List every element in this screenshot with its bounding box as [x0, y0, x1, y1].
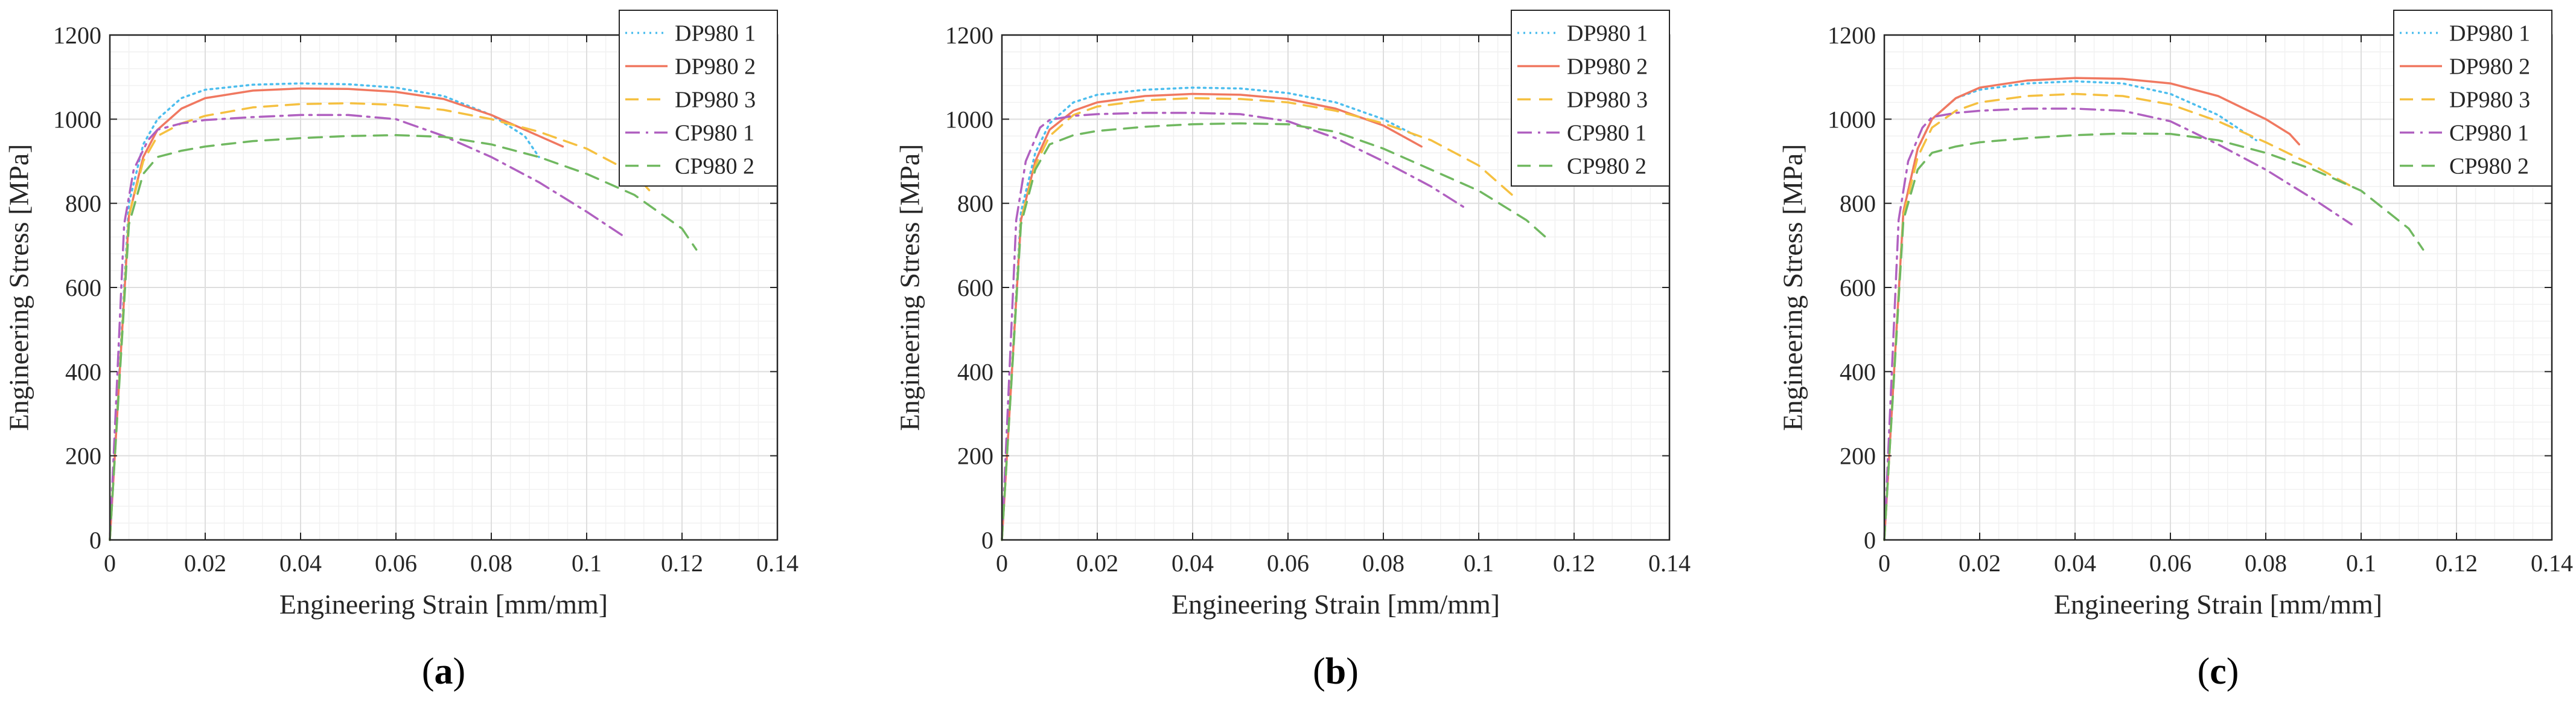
x-tick-label: 0.12: [1553, 550, 1595, 577]
y-tick-label: 0: [89, 527, 101, 554]
legend-entry: CP980 2: [2449, 154, 2529, 179]
series-line-dp980-1: [1001, 86, 1418, 541]
series-line-dp980-2: [1001, 92, 1423, 541]
y-tick-label: 1000: [1828, 106, 1876, 133]
panel-caption: (b): [1313, 651, 1359, 692]
series-line-cp980-1: [1001, 112, 1466, 541]
legend-entry: CP980 1: [675, 121, 754, 146]
legend: DP980 1 DP980 2 DP980 3 CP980 1 CP980 2: [1511, 10, 1670, 187]
legend-box: [2393, 10, 2552, 187]
x-tick-label: 0.06: [375, 550, 417, 577]
y-axis-label: Engineering Stress [MPa]: [1777, 144, 1808, 431]
y-tick-label: 400: [65, 358, 101, 385]
legend-entry: DP980 3: [675, 88, 756, 113]
x-tick-label: 0: [996, 550, 1008, 577]
legend: DP980 1 DP980 2 DP980 3 CP980 1 CP980 2: [619, 10, 778, 187]
legend-entry: DP980 2: [1567, 54, 1648, 80]
series-line-cp980-2: [1001, 122, 1547, 541]
x-tick-label: 0.1: [1464, 550, 1494, 577]
y-tick-label: 1200: [1828, 22, 1876, 49]
y-tick-label: 0: [1864, 527, 1876, 554]
y-axis-label: Engineering Stress [MPa]: [4, 144, 34, 431]
x-tick-label: 0.06: [1267, 550, 1309, 577]
y-tick-label: 400: [957, 358, 993, 385]
x-tick-label: 0: [1878, 550, 1890, 577]
y-tick-label: 1200: [53, 22, 101, 49]
x-tick-label: 0.08: [470, 550, 512, 577]
y-tick-label: 1200: [945, 22, 993, 49]
x-tick-label: 0.12: [661, 550, 703, 577]
legend: DP980 1 DP980 2 DP980 3 CP980 1 CP980 2: [2393, 10, 2552, 187]
chart-panel-b: 0 0.02 0.04 0.06 0.08 0.1 0.12 0.14 0 200 400 600 80…: [894, 10, 1691, 692]
x-tick-label: 0.14: [756, 550, 799, 577]
y-tick-label: 800: [1840, 190, 1876, 217]
x-tick-label: 0.14: [2531, 550, 2573, 577]
y-tick-label: 800: [65, 190, 101, 217]
y-tick-label: 1000: [53, 106, 101, 133]
x-tick-label: 0.08: [1362, 550, 1404, 577]
x-tick-label: 0.04: [1172, 550, 1214, 577]
legend-entry: CP980 1: [1567, 121, 1647, 146]
legend-entry: DP980 2: [675, 54, 756, 80]
y-tick-label: 200: [957, 443, 993, 470]
x-tick-label: 0.1: [572, 550, 602, 577]
series-line-cp980-1: [109, 114, 626, 541]
legend-box: [1511, 10, 1670, 187]
x-tick-label: 0.14: [1648, 550, 1691, 577]
legend-entry: CP980 2: [675, 154, 754, 179]
x-tick-label: 0.06: [2149, 550, 2192, 577]
x-tick-label: 0.02: [1076, 550, 1118, 577]
x-tick-label: 0.12: [2435, 550, 2478, 577]
x-tick-label: 0: [104, 550, 116, 577]
panel-caption: (a): [422, 651, 465, 692]
series-line-dp980-3: [109, 102, 655, 541]
y-tick-label: 600: [1840, 274, 1876, 301]
legend-entry: DP980 1: [1567, 21, 1648, 47]
panel-caption: (c): [2198, 651, 2239, 692]
x-axis-label: Engineering Strain [mm/mm]: [1172, 589, 1500, 620]
series-line-cp980-1: [1883, 107, 2353, 541]
x-tick-label: 0.08: [2245, 550, 2287, 577]
legend-entry: DP980 1: [2449, 21, 2530, 47]
y-tick-label: 0: [981, 527, 993, 554]
y-tick-label: 400: [1840, 358, 1876, 385]
legend-entry: DP980 2: [2449, 54, 2530, 80]
x-tick-label: 0.02: [184, 550, 226, 577]
x-tick-label: 0.04: [279, 550, 322, 577]
chart-panel-c: 0 0.02 0.04 0.06 0.08 0.1 0.12 0.14 0 200 400 600 80…: [1777, 10, 2573, 692]
series-line-dp980-2: [109, 87, 564, 541]
x-tick-label: 0.04: [2054, 550, 2096, 577]
y-axis-label: Engineering Stress [MPa]: [894, 144, 925, 431]
y-tick-label: 1000: [945, 106, 993, 133]
legend-box: [619, 10, 778, 187]
x-tick-label: 0.1: [2346, 550, 2376, 577]
x-axis-label: Engineering Strain [mm/mm]: [279, 589, 608, 620]
series-line-dp980-2: [1883, 77, 2301, 541]
x-tick-label: 0.02: [1959, 550, 2001, 577]
y-tick-label: 200: [1840, 443, 1876, 470]
legend-entry: DP980 1: [675, 21, 756, 47]
legend-entry: DP980 3: [1567, 88, 1648, 113]
x-axis-label: Engineering Strain [mm/mm]: [2054, 589, 2382, 620]
legend-entry: DP980 3: [2449, 88, 2530, 113]
series-line-cp980-2: [109, 134, 698, 541]
y-tick-label: 800: [957, 190, 993, 217]
y-tick-label: 600: [957, 274, 993, 301]
legend-entry: CP980 2: [1567, 154, 1647, 179]
chart-panel-a: 0 0.02 0.04 0.06 0.08 0.1 0.12 0.14 0 200 400 600 80…: [4, 10, 799, 692]
legend-entry: CP980 1: [2449, 121, 2529, 146]
y-tick-label: 600: [65, 274, 101, 301]
series-line-dp980-3: [1001, 97, 1514, 541]
series-line-cp980-2: [1883, 132, 2425, 541]
series-line-dp980-3: [1883, 92, 2353, 541]
y-tick-label: 200: [65, 443, 101, 470]
